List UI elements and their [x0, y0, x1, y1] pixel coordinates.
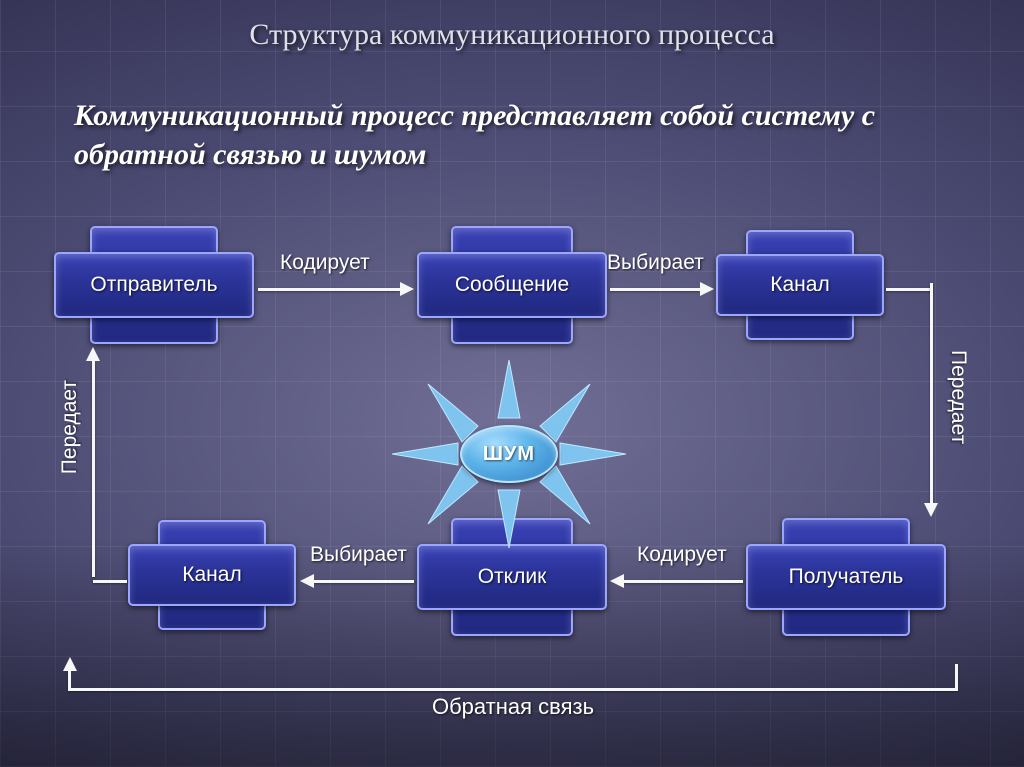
slide-title: Структура коммуникационного процесса: [0, 18, 1024, 52]
node-response: Отклик: [417, 518, 607, 636]
edge-label-transmits-right: Передает: [946, 350, 970, 444]
node-sender: Отправитель: [54, 226, 254, 344]
slide: Структура коммуникационного процесса Ком…: [0, 0, 1024, 767]
arrow-receiver-response: [610, 574, 743, 588]
node-channel-bottom: Канал: [128, 520, 296, 630]
node-message: Сообщение: [417, 226, 607, 344]
arrow-response-channel: [300, 574, 414, 588]
node-message-label: Сообщение: [417, 226, 607, 344]
node-sender-label: Отправитель: [54, 226, 254, 344]
node-channel-top-label: Канал: [716, 230, 884, 340]
edge-label-encodes-top: Кодирует: [280, 251, 370, 275]
noise-label: ШУМ: [483, 443, 535, 466]
edge-label-chooses-top: Выбирает: [607, 251, 704, 275]
arrow-transmits-left: [86, 347, 100, 577]
node-receiver-label: Получатель: [746, 518, 946, 636]
arrow-message-channel: [610, 282, 714, 296]
arrow-feedback-head: [63, 657, 77, 671]
node-channel-bottom-label: Канал: [128, 520, 296, 630]
feedback-label: Обратная связь: [71, 694, 955, 720]
edge-label-transmits-left: Передает: [58, 380, 82, 474]
arrow-sender-message: [258, 282, 414, 296]
node-response-label: Отклик: [417, 518, 607, 636]
arrow-feedback: Обратная связь: [68, 664, 958, 691]
arrow-transmits-right: [924, 283, 938, 517]
edge-label-encodes-bottom: Кодирует: [637, 543, 727, 567]
node-receiver: Получатель: [746, 518, 946, 636]
slide-subtitle: Коммуникационный процесс представляет со…: [74, 96, 964, 174]
node-channel-top: Канал: [716, 230, 884, 340]
